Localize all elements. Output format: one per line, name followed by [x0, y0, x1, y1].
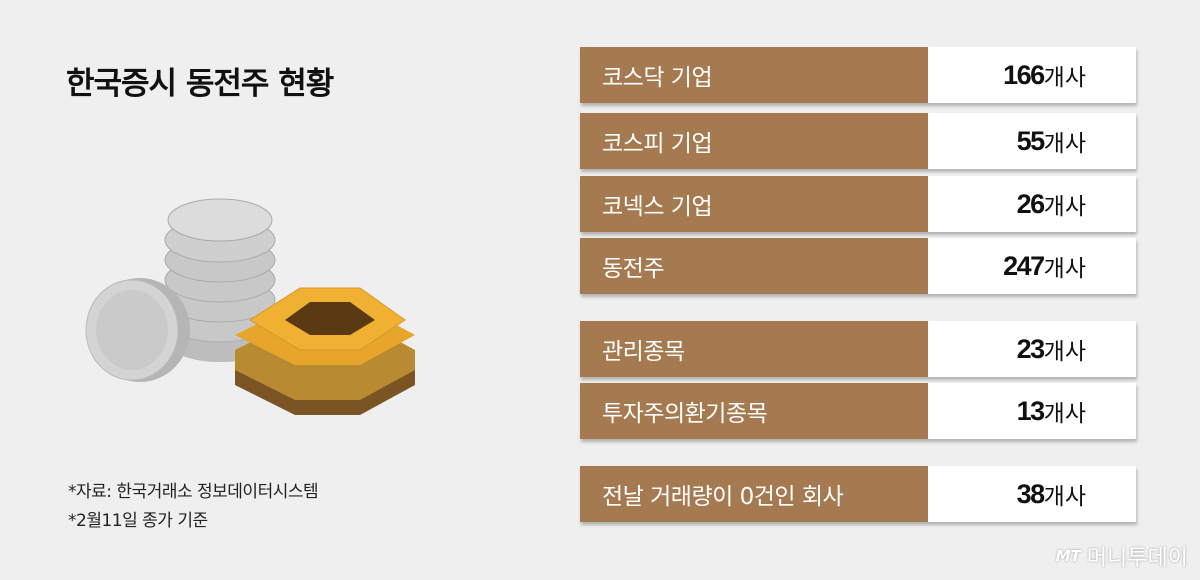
row-label: 관리종목: [580, 321, 928, 377]
table-row: 관리종목 23 개사: [580, 321, 1136, 377]
value-unit: 개사: [1043, 131, 1086, 157]
source-notes: *자료: 한국거래소 정보데이터시스템 *2월11일 종가 기준: [68, 478, 319, 536]
row-value: 13 개사: [928, 383, 1136, 439]
value-number: 55: [1016, 125, 1046, 156]
gold-hexagon-coin: [235, 287, 415, 415]
value-unit: 개사: [1043, 339, 1086, 365]
table-row: 동전주 247 개사: [580, 238, 1136, 294]
mt-logo: MT: [1055, 547, 1081, 565]
value-unit: 개사: [1043, 65, 1086, 91]
value-number: 26: [1016, 188, 1046, 219]
source-note: *자료: 한국거래소 정보데이터시스템: [68, 482, 319, 502]
row-label: 동전주: [580, 238, 928, 294]
row-label: 코스닥 기업: [580, 47, 928, 103]
silver-coin-standing: [85, 278, 190, 382]
watermark-name: 머니투데이: [1086, 546, 1188, 571]
page-title: 한국증시 동전주 현황: [66, 66, 334, 102]
silver-coin-stack: [164, 198, 276, 362]
value-number: 166: [1003, 59, 1045, 90]
row-label: 전날 거래량이 0건인 회사: [580, 466, 928, 522]
value-unit: 개사: [1043, 484, 1086, 510]
row-value: 55 개사: [928, 113, 1136, 169]
row-value: 247 개사: [928, 238, 1136, 294]
value-number: 23: [1016, 333, 1046, 364]
row-value: 26 개사: [928, 176, 1136, 232]
table-row: 코스피 기업 55 개사: [580, 113, 1136, 169]
value-number: 38: [1016, 478, 1046, 509]
table-row: 코넥스 기업 26 개사: [580, 176, 1136, 232]
row-label: 코스피 기업: [580, 113, 928, 169]
table-row: 코스닥 기업 166 개사: [580, 47, 1136, 103]
table-row: 투자주의환기종목 13 개사: [580, 383, 1136, 439]
table-row: 전날 거래량이 0건인 회사 38 개사: [580, 466, 1136, 522]
row-value: 166 개사: [928, 47, 1136, 103]
value-number: 247: [1003, 250, 1045, 281]
row-label: 코넥스 기업: [580, 176, 928, 232]
coins-illustration: [85, 198, 415, 415]
row-value: 38 개사: [928, 466, 1136, 522]
value-unit: 개사: [1043, 256, 1086, 282]
watermark: MT 머니투데이: [1056, 540, 1188, 572]
date-note: *2월11일 종가 기준: [68, 511, 208, 531]
value-number: 13: [1016, 395, 1046, 426]
value-unit: 개사: [1043, 401, 1086, 427]
row-label: 투자주의환기종목: [580, 383, 928, 439]
value-unit: 개사: [1043, 194, 1086, 220]
row-value: 23 개사: [928, 321, 1136, 377]
